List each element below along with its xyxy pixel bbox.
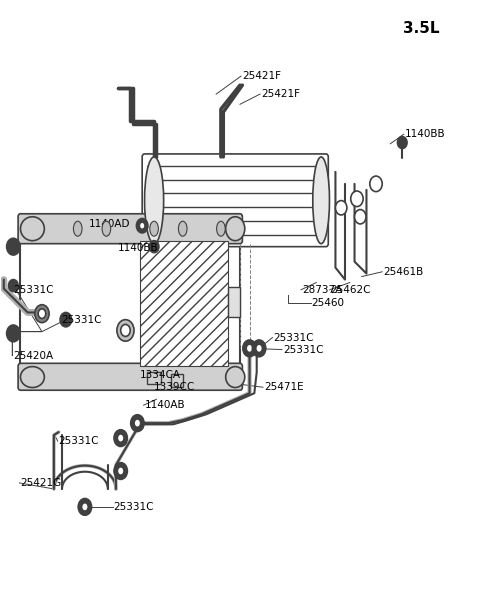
Ellipse shape (226, 367, 245, 388)
Ellipse shape (216, 221, 225, 236)
Circle shape (246, 344, 253, 353)
Circle shape (243, 340, 256, 357)
Circle shape (355, 210, 366, 224)
Text: 1140AD: 1140AD (89, 219, 130, 229)
Text: 25471E: 25471E (264, 382, 303, 392)
Ellipse shape (21, 217, 44, 240)
Circle shape (117, 467, 124, 475)
Circle shape (7, 238, 20, 255)
Text: 25461B: 25461B (383, 267, 423, 277)
Circle shape (336, 201, 347, 215)
Text: 1334CA: 1334CA (140, 370, 181, 380)
Circle shape (370, 176, 382, 192)
Circle shape (256, 344, 263, 353)
Text: 25331C: 25331C (13, 285, 54, 294)
Circle shape (35, 305, 49, 323)
Text: 25421F: 25421F (242, 71, 281, 81)
Ellipse shape (226, 217, 245, 240)
Circle shape (351, 191, 363, 207)
Text: 25460: 25460 (312, 299, 345, 308)
Circle shape (7, 325, 20, 342)
Circle shape (120, 325, 130, 337)
Ellipse shape (73, 221, 82, 236)
Text: 25421G: 25421G (21, 478, 62, 488)
Circle shape (82, 502, 88, 511)
Circle shape (397, 136, 407, 148)
Circle shape (139, 222, 145, 230)
Text: 28737A: 28737A (302, 285, 342, 294)
Bar (228, 287, 240, 317)
Text: 3.5L: 3.5L (403, 21, 440, 36)
Text: 25331C: 25331C (61, 315, 102, 325)
Circle shape (136, 219, 148, 233)
Text: 25331C: 25331C (114, 502, 154, 512)
FancyBboxPatch shape (18, 364, 242, 390)
Circle shape (117, 320, 134, 341)
Circle shape (131, 415, 144, 432)
Text: 25420A: 25420A (13, 350, 53, 361)
Bar (21, 217, 240, 387)
Circle shape (117, 434, 124, 442)
Circle shape (252, 340, 266, 357)
Bar (171, 374, 183, 387)
Text: 25331C: 25331C (59, 436, 99, 446)
Text: 25462C: 25462C (331, 285, 371, 294)
Bar (140, 240, 228, 366)
Circle shape (114, 430, 127, 447)
Ellipse shape (313, 157, 329, 243)
FancyBboxPatch shape (142, 154, 328, 246)
Text: 25421F: 25421F (262, 89, 300, 99)
Circle shape (78, 498, 92, 515)
Text: 1140BB: 1140BB (405, 129, 445, 139)
Circle shape (9, 279, 18, 291)
Circle shape (134, 419, 141, 427)
Text: 1140BB: 1140BB (118, 243, 159, 253)
Text: 1140AB: 1140AB (144, 400, 185, 410)
Circle shape (149, 240, 159, 252)
Text: 1339CC: 1339CC (154, 382, 195, 392)
Text: 25331C: 25331C (283, 344, 324, 355)
Circle shape (38, 309, 46, 319)
Circle shape (60, 313, 72, 327)
Ellipse shape (150, 221, 158, 236)
Text: 25331C: 25331C (274, 332, 314, 343)
Ellipse shape (21, 367, 44, 388)
Ellipse shape (179, 221, 187, 236)
Ellipse shape (144, 157, 164, 243)
Bar (147, 372, 161, 384)
FancyBboxPatch shape (18, 214, 242, 243)
Ellipse shape (102, 221, 111, 236)
Circle shape (114, 463, 127, 480)
